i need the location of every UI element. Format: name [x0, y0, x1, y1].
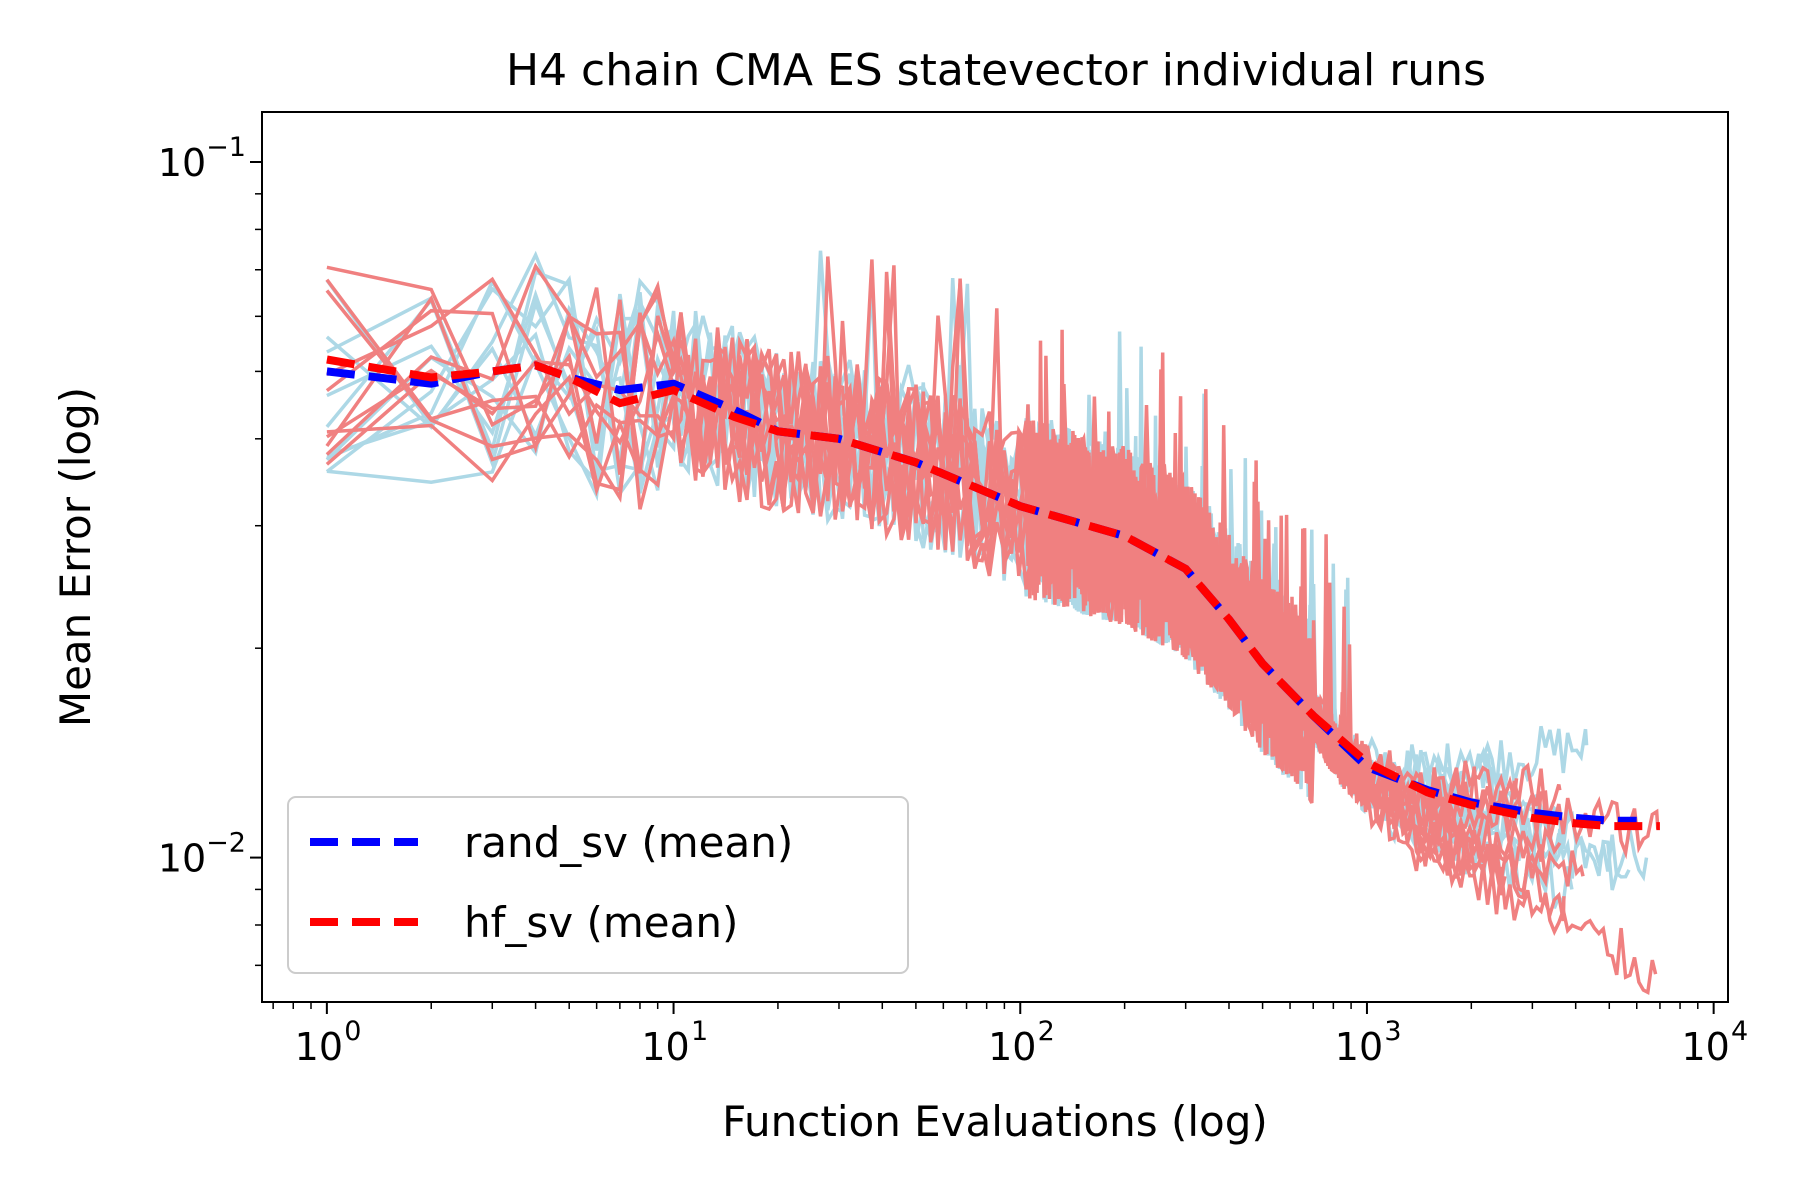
x-tick-exponent: 0 [344, 1016, 361, 1047]
legend-box [287, 796, 909, 974]
x-tick-label: 10 [295, 1025, 343, 1069]
x-tick-exponent: 3 [1384, 1016, 1401, 1047]
hf-sv-run-line [325, 293, 1660, 860]
x-tick-label: 10 [1681, 1025, 1729, 1069]
hf-sv-run-line [326, 256, 1658, 995]
y-tick-exponent: −1 [206, 132, 246, 163]
x-axis: 10 0 10 1 10 2 10 3 10 4 [272, 1002, 1748, 1069]
y-tick-label: 10 [158, 837, 206, 881]
y-tick-exponent: −2 [206, 828, 246, 859]
x-tick-label: 10 [988, 1025, 1036, 1069]
x-tick-label: 10 [641, 1025, 689, 1069]
x-tick-label: 10 [1335, 1025, 1383, 1069]
plot-frame [261, 111, 1729, 1003]
mean-lines [326, 355, 1660, 831]
y-axis-label: Mean Error (log) [51, 387, 100, 727]
legend-label-hf-mean: hf_sv (mean) [464, 898, 738, 947]
y-tick-label: 10 [158, 141, 206, 185]
legend-label-rand-mean: rand_sv (mean) [464, 818, 793, 867]
y-axis: 10−210−1 [158, 132, 262, 967]
x-axis-label: Function Evaluations (log) [722, 1097, 1268, 1146]
hf-mean-line [326, 355, 1660, 831]
chart-title: H4 chain CMA ES statevector individual r… [506, 45, 1486, 96]
x-tick-exponent: 4 [1731, 1016, 1748, 1047]
legend: rand_sv (mean) hf_sv (mean) [287, 796, 909, 974]
x-tick-exponent: 2 [1038, 1016, 1055, 1047]
x-tick-exponent: 1 [691, 1016, 708, 1047]
individual-runs [325, 250, 1660, 995]
plot-area [325, 250, 1660, 995]
